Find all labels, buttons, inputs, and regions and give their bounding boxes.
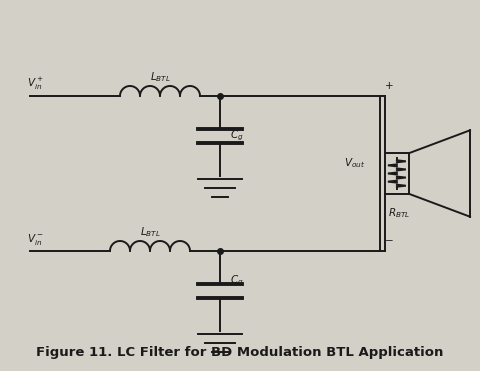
Text: +: + bbox=[385, 81, 394, 91]
Text: $V_{in}^-$: $V_{in}^-$ bbox=[27, 232, 44, 247]
Text: $L_{BTL}$: $L_{BTL}$ bbox=[150, 70, 170, 84]
Bar bbox=[385, 153, 409, 194]
Text: −: − bbox=[385, 236, 394, 246]
Text: $L_{BTL}$: $L_{BTL}$ bbox=[140, 225, 160, 239]
Text: $C_g$: $C_g$ bbox=[230, 129, 243, 143]
Text: $C_g$: $C_g$ bbox=[230, 274, 243, 288]
Text: $R_{BTL}$: $R_{BTL}$ bbox=[388, 206, 410, 220]
Text: $V_{in}^+$: $V_{in}^+$ bbox=[27, 76, 44, 92]
Text: Figure 11. LC Filter for BD Modulation BTL Application: Figure 11. LC Filter for BD Modulation B… bbox=[36, 346, 444, 359]
Text: $V_{out}$: $V_{out}$ bbox=[344, 157, 365, 170]
